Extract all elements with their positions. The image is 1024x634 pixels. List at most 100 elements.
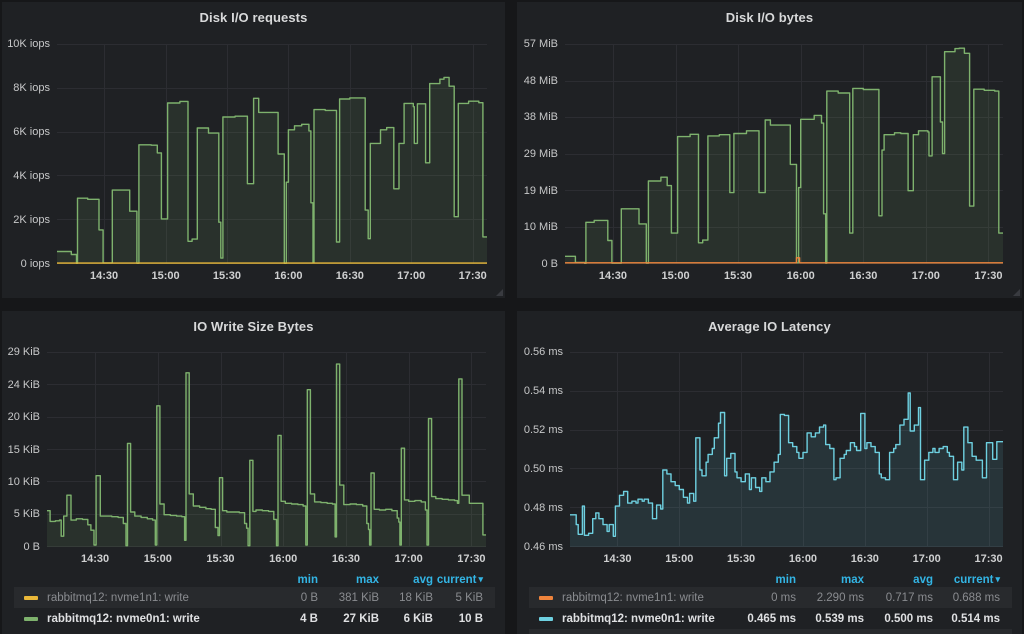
x-tick-label: 15:00 [665, 553, 694, 565]
series-line [565, 257, 1003, 264]
legend-column-avg[interactable]: avg [913, 573, 933, 586]
x-tick-label: 16:30 [850, 553, 879, 565]
series-fill [570, 393, 1003, 547]
x-tick-label: 17:30 [974, 270, 1003, 282]
series-color-icon[interactable] [539, 616, 553, 621]
x-tick-label: 15:30 [727, 553, 756, 565]
y-axis: 10K iops 8K iops 6K iops 4K iops 2K iops 0 io… [2, 38, 50, 270]
legend-value-min: 0 B [300, 591, 318, 604]
chart-plot-area[interactable] [57, 44, 487, 264]
y-tick-label: 0 iops [20, 258, 50, 270]
panel-title[interactable]: Disk I/O bytes [725, 9, 814, 25]
legend-column-current[interactable]: current ▾ [953, 573, 1000, 586]
panel-io-write-size-bytes: IO Write Size Bytes 29 KiB 24 KiB 20 KiB 15… [2, 311, 505, 634]
series-line [57, 76, 487, 264]
legend-column-min[interactable]: min [775, 573, 796, 586]
series-fill [47, 364, 486, 547]
legend-row: rabbitmq12: nvme1n1: write 0 ms 2.290 ms 0.… [529, 587, 1012, 608]
y-tick-label: 29 KiB [7, 346, 40, 358]
legend-value-current: 0.688 ms [952, 591, 1000, 604]
panel-title[interactable]: Disk I/O requests [199, 9, 308, 25]
chart-plot-area[interactable] [47, 352, 486, 547]
panel-title[interactable]: IO Write Size Bytes [193, 318, 314, 334]
chart-plot-area[interactable] [570, 352, 1003, 547]
legend-value-max: 0.539 ms [815, 612, 864, 625]
legend-value-max: 381 KiB [338, 591, 379, 604]
legend-column-max[interactable]: max [355, 573, 379, 586]
y-tick-label: 0.50 ms [523, 463, 563, 475]
x-tick-label: 17:00 [394, 553, 423, 565]
series-line [565, 47, 1003, 264]
chart-svg [565, 44, 1003, 264]
chart-plot-area[interactable] [565, 44, 1003, 264]
legend-column-max[interactable]: max [840, 573, 864, 586]
panel-resize-handle[interactable] [1013, 289, 1020, 296]
legend-value-max: 27 KiB [343, 612, 379, 625]
legend-series-label[interactable]: rabbitmq12: nvme0n1: write [562, 612, 715, 625]
legend-column-current[interactable]: current ▾ [436, 573, 483, 586]
panel-title[interactable]: Average IO Latency [708, 318, 831, 334]
y-axis: 0.56 ms 0.54 ms 0.52 ms 0.50 ms 0.48 ms 0.46 … [517, 346, 563, 553]
y-tick-label: 10 MiB [523, 221, 558, 234]
legend: min max avg current ▾ rabbitmq12: nvme1n1: wr… [529, 572, 1012, 634]
legend-value-avg: 6 KiB [403, 612, 433, 625]
y-tick-label: 38 MiB [523, 111, 558, 124]
x-axis: 14:30 15:00 15:30 16:00 16:30 17:00 17:30 [47, 553, 486, 567]
chart-svg [47, 352, 486, 547]
legend-row: rabbitmq12: nvme0n1: write 0.465 ms 0.539 … [529, 608, 1012, 629]
legend-value-avg: 0.500 ms [884, 612, 933, 625]
panel-resize-handle[interactable] [496, 289, 503, 296]
series-color-icon[interactable] [539, 595, 553, 600]
x-tick-label: 16:30 [849, 270, 878, 282]
y-axis: 29 KiB 24 KiB 20 KiB 15 KiB 10 KiB 5 KiB 0 B [2, 346, 40, 553]
x-axis: 14:30 15:00 15:30 16:00 16:30 17:00 17:30 [565, 270, 1003, 284]
x-tick-label: 16:00 [788, 553, 818, 565]
series-color-icon[interactable] [24, 616, 38, 621]
panel-average-io-latency: Average IO Latency 0.56 ms 0.54 ms 0.52 ms… [517, 311, 1022, 634]
x-tick-label: 15:00 [143, 553, 172, 565]
y-tick-label: 48 MiB [523, 74, 558, 87]
x-tick-label: 17:30 [457, 553, 486, 565]
x-tick-label: 14:30 [80, 553, 110, 565]
y-tick-label: 24 KiB [7, 378, 40, 391]
legend-column-avg[interactable]: avg [413, 573, 433, 586]
legend-row-partial [529, 629, 1012, 634]
sort-desc-icon: ▾ [478, 573, 483, 584]
y-tick-label: 19 MiB [523, 184, 558, 197]
legend-series-label[interactable]: rabbitmq12: nvme1n1: write [562, 591, 704, 604]
gridlines [570, 352, 1003, 547]
x-tick-label: 15:30 [212, 270, 241, 282]
legend-header: min max avg current ▾ [529, 572, 1012, 587]
legend-value-avg: 0.717 ms [885, 591, 933, 604]
x-tick-label: 16:00 [269, 553, 298, 565]
legend-column-min[interactable]: min [297, 573, 318, 586]
x-tick-label: 15:00 [151, 270, 180, 282]
y-tick-label: 5 KiB [13, 508, 40, 521]
x-tick-label: 16:30 [331, 553, 361, 565]
legend-value-min: 4 B [300, 612, 318, 625]
legend-value-current: 10 B [458, 612, 483, 625]
y-tick-label: 15 KiB [7, 443, 40, 456]
x-tick-label: 17:30 [974, 553, 1003, 565]
y-tick-label: 10 KiB [7, 476, 40, 488]
legend-value-avg: 18 KiB [399, 591, 433, 604]
y-tick-label: 6K iops [13, 126, 50, 138]
legend-value-current: 0.514 ms [951, 612, 1000, 625]
series-color-icon[interactable] [24, 595, 38, 600]
legend-series-label[interactable]: rabbitmq12: nvme1n1: write [47, 591, 189, 604]
x-tick-label: 16:00 [786, 270, 815, 282]
x-tick-label: 16:00 [274, 270, 303, 282]
x-tick-label: 14:30 [598, 270, 628, 282]
x-tick-label: 15:00 [661, 270, 690, 282]
y-tick-label: 20 KiB [7, 410, 40, 423]
series-fill [57, 77, 487, 264]
y-tick-label: 0.46 ms [523, 541, 563, 553]
panel-disk-io-requests: Disk I/O requests 10K iops 8K iops 6K iops… [2, 2, 505, 298]
x-tick-label: 15:30 [206, 553, 235, 565]
legend-series-label[interactable]: rabbitmq12: nvme0n1: write [47, 612, 200, 625]
y-tick-label: 4K iops [13, 170, 50, 182]
legend-row: rabbitmq12: nvme0n1: write 4 B 27 KiB 6 KiB… [14, 608, 495, 629]
y-tick-label: 10K iops [7, 38, 50, 50]
x-tick-label: 14:30 [90, 270, 119, 282]
